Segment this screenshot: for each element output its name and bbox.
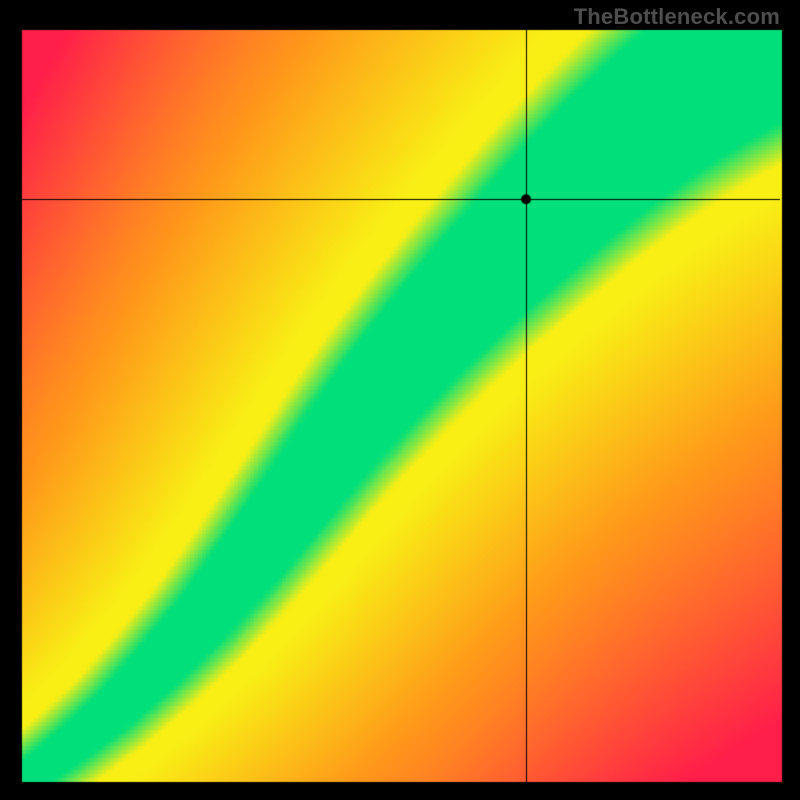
watermark-text: TheBottleneck.com — [574, 4, 780, 30]
heatmap-canvas — [0, 0, 800, 800]
chart-container: TheBottleneck.com — [0, 0, 800, 800]
